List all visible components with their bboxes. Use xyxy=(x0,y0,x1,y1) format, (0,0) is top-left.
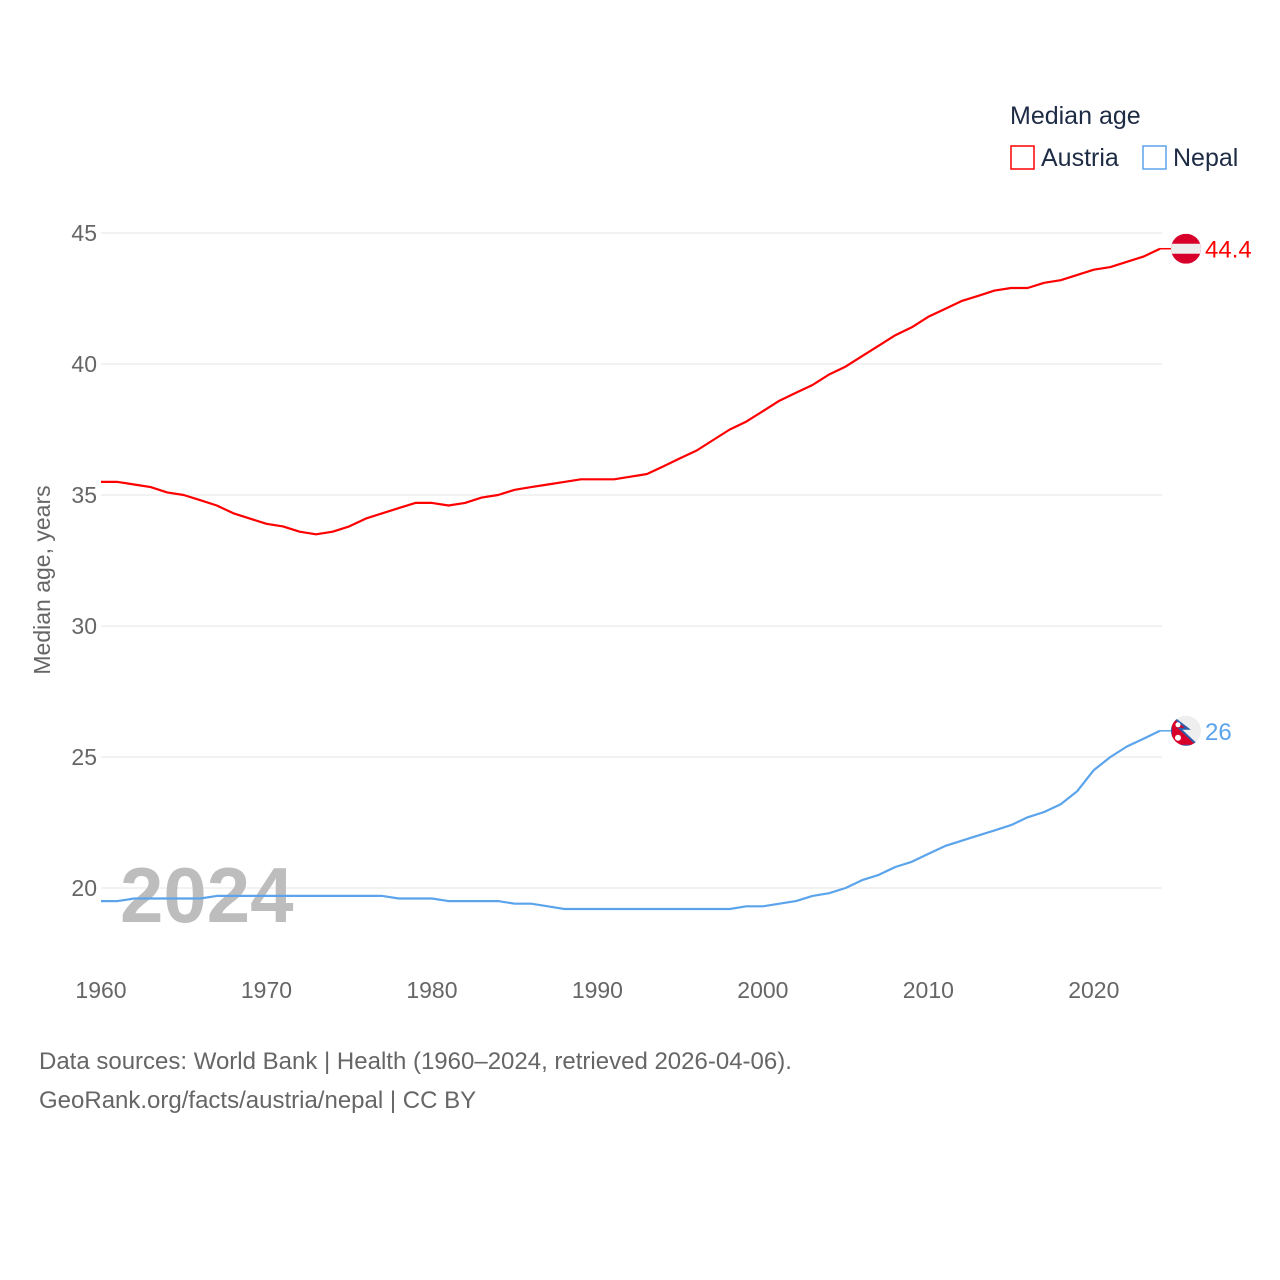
legend-item-nepal[interactable]: Nepal xyxy=(1142,144,1238,172)
y-tick-label: 40 xyxy=(71,351,97,377)
legend-swatch-nepal xyxy=(1142,145,1167,170)
legend-item-austria[interactable]: Austria xyxy=(1010,144,1119,172)
y-axis: 20 25 30 35 40 45 xyxy=(71,220,97,901)
y-axis-label: Median age, years xyxy=(29,485,55,674)
flag-austria-icon xyxy=(1171,233,1201,264)
x-tick-label: 1970 xyxy=(241,977,292,1003)
y-tick-label: 30 xyxy=(71,613,97,639)
y-tick-label: 45 xyxy=(71,220,97,246)
x-tick-label: 1980 xyxy=(406,977,457,1003)
x-tick-label: 2000 xyxy=(737,977,788,1003)
end-label-nepal: 26 xyxy=(1205,719,1232,746)
end-label-austria: 44.4 xyxy=(1205,237,1252,264)
flag-nepal-icon xyxy=(1171,715,1201,746)
end-markers: 44.4 26 xyxy=(1160,233,1252,746)
x-tick-label: 2020 xyxy=(1068,977,1119,1003)
legend-swatch-austria xyxy=(1010,145,1035,170)
source-line-1: Data sources: World Bank | Health (1960–… xyxy=(39,1048,792,1075)
y-tick-label: 35 xyxy=(71,482,97,508)
legend-label-nepal: Nepal xyxy=(1173,144,1238,172)
series-line-austria xyxy=(101,247,1161,536)
series-lines xyxy=(101,247,1161,911)
source-line-2[interactable]: GeoRank.org/facts/austria/nepal | CC BY xyxy=(39,1087,476,1114)
y-tick-label: 20 xyxy=(71,875,97,901)
x-axis: 1960 1970 1980 1990 2000 2010 2020 xyxy=(75,977,1119,1003)
series-line-nepal xyxy=(101,729,1161,911)
legend-label-austria: Austria xyxy=(1041,144,1119,172)
legend-title: Median age xyxy=(1010,102,1141,130)
grid xyxy=(101,232,1162,889)
x-tick-label: 1990 xyxy=(572,977,623,1003)
x-tick-label: 1960 xyxy=(75,977,126,1003)
x-tick-label: 2010 xyxy=(903,977,954,1003)
y-tick-label: 25 xyxy=(71,744,97,770)
